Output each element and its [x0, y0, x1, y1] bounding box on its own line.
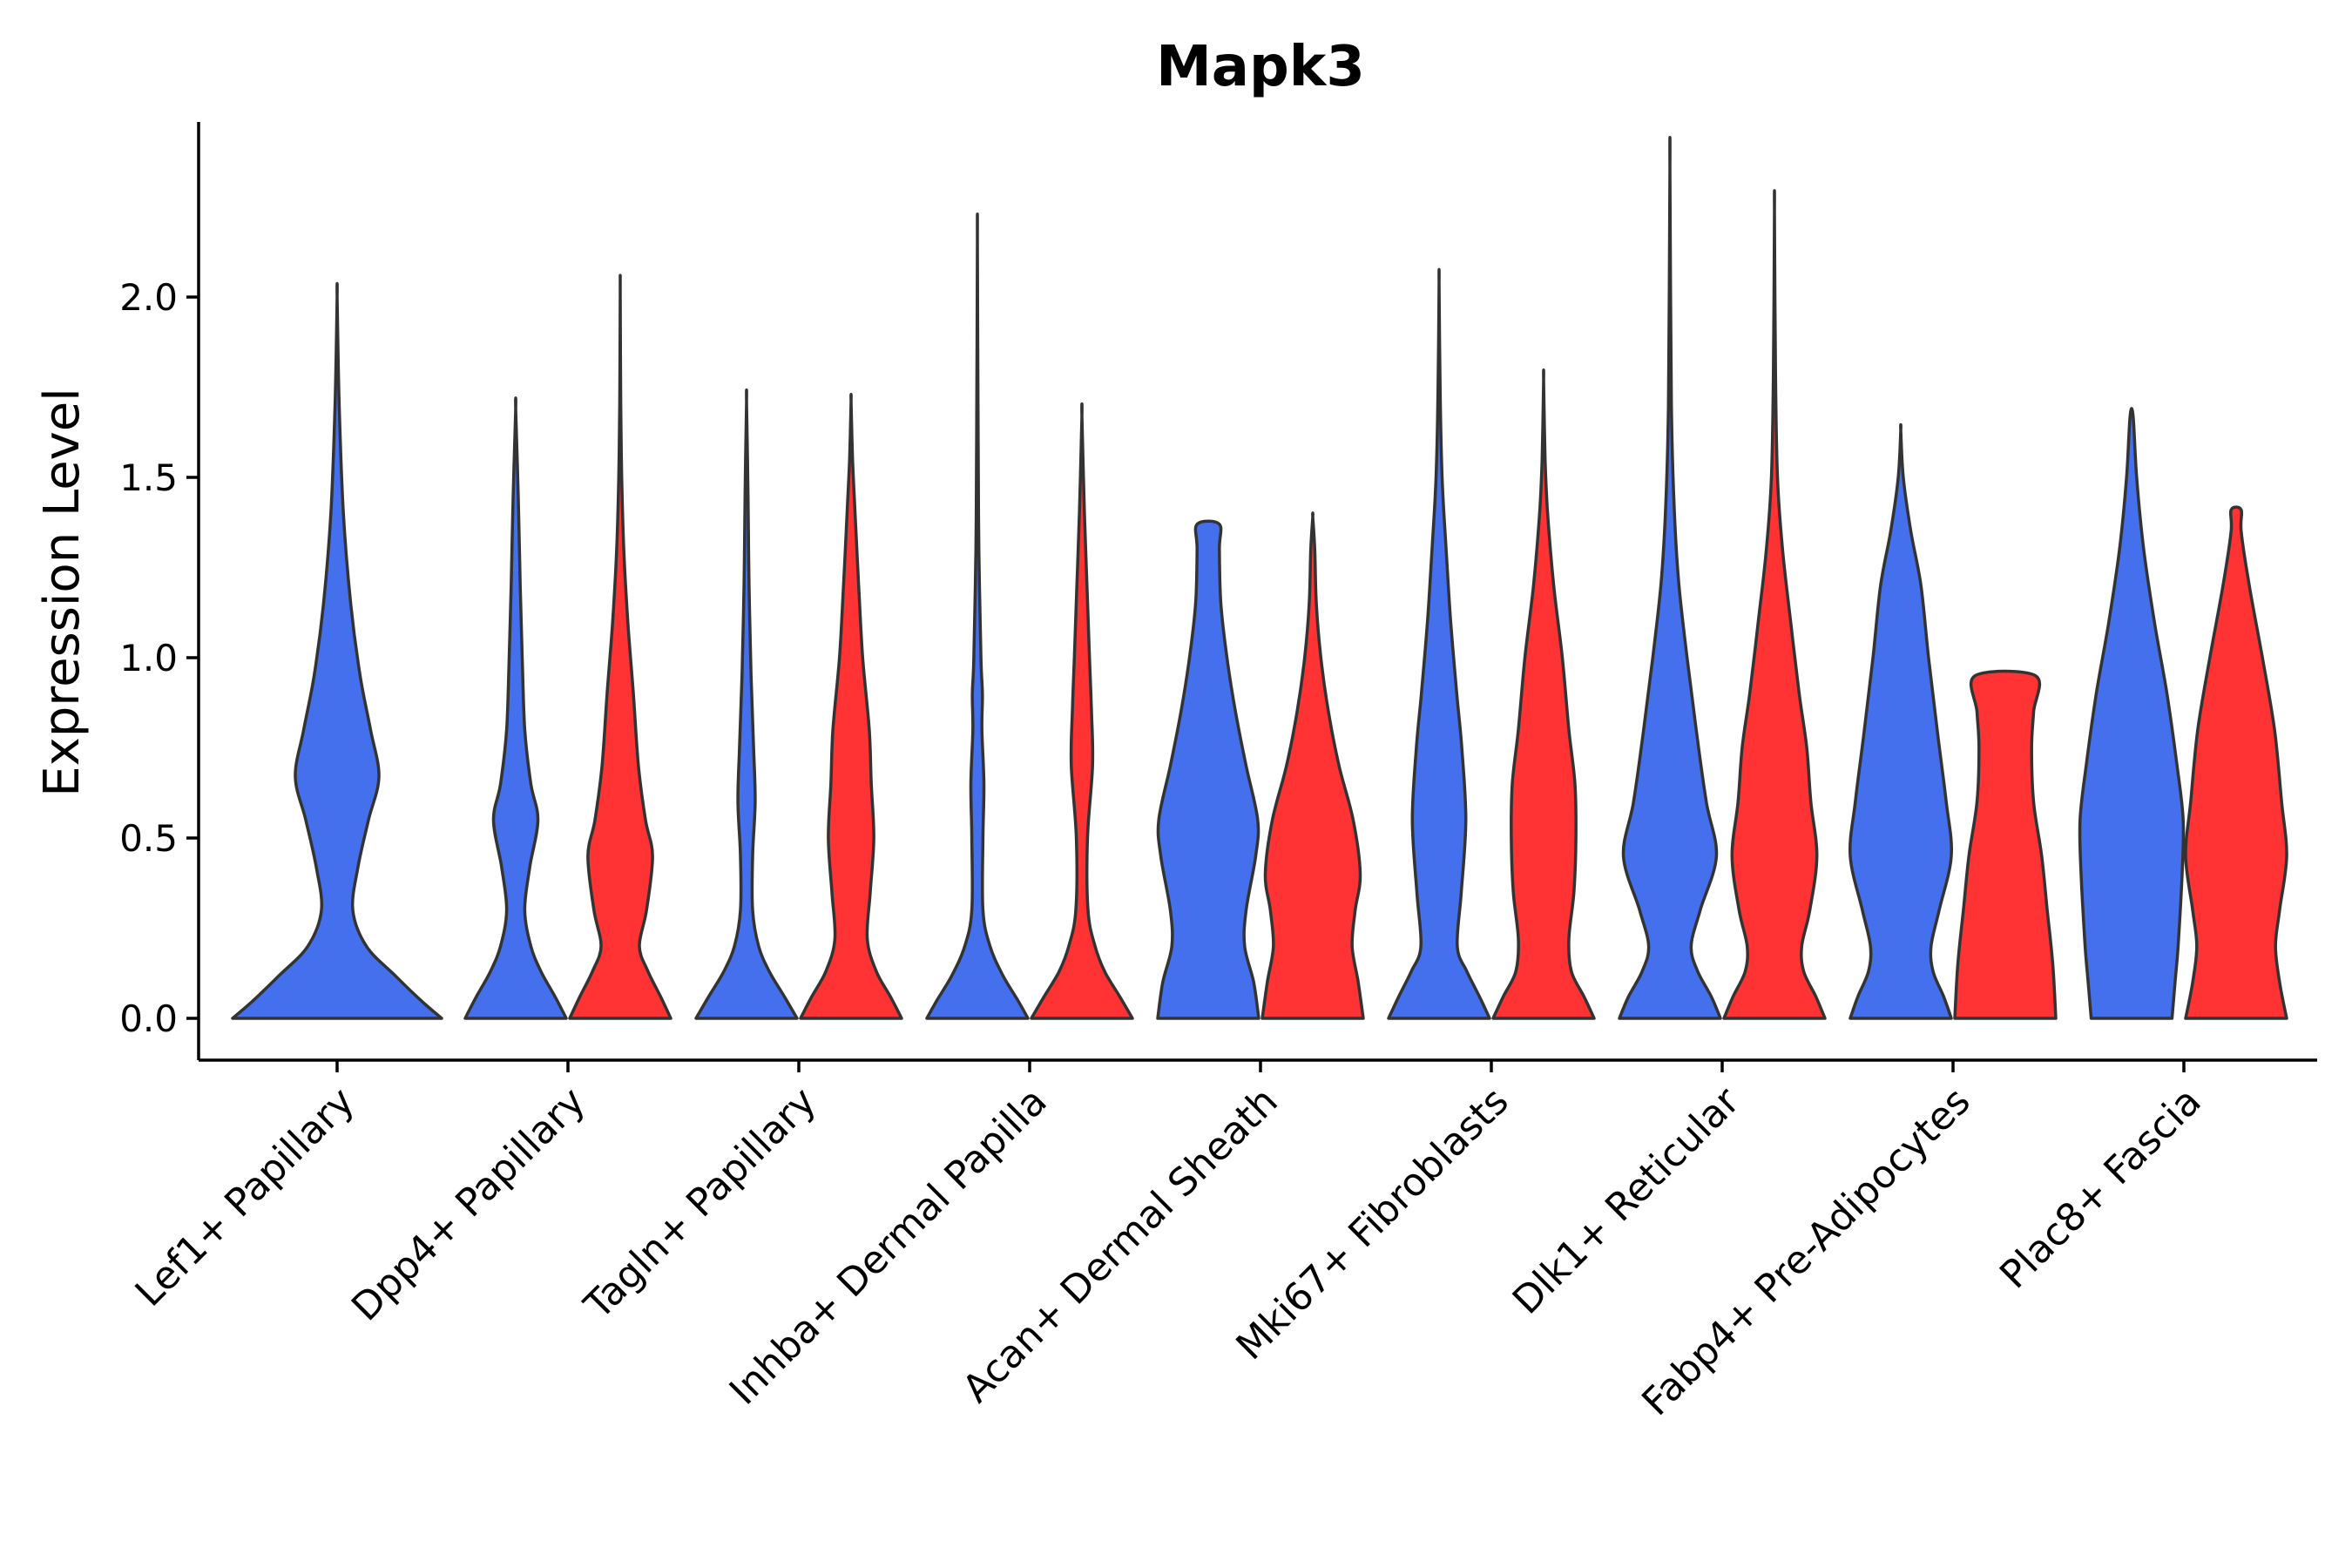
- x-tick-label: Lef1+ Papillary: [127, 1079, 363, 1315]
- violin-inhba-dermal-papilla-group-1: [1030, 402, 1134, 1020]
- violins-layer: [231, 136, 2288, 1020]
- y-tick-label: 0.5: [119, 817, 178, 860]
- violin-fabp4-pre-adipocytes-group-0: [1848, 422, 1954, 1020]
- x-tick-label: Tagln+ Papillary: [576, 1079, 825, 1328]
- violin-acan-dermal-sheath-group-0: [1156, 519, 1260, 1020]
- x-tick-label: Dlk1+ Reticular: [1504, 1078, 1749, 1323]
- y-tick-label: 2.0: [119, 276, 178, 319]
- y-tick-label: 0.0: [119, 997, 178, 1040]
- x-tick-label: Plac8+ Fascia: [1991, 1079, 2210, 1298]
- x-tick-label: Dpp4+ Papillary: [343, 1079, 594, 1330]
- violin-dpp4-papillary-group-1: [568, 274, 672, 1020]
- chart-title: Mapk3: [1156, 35, 1365, 99]
- violin-dpp4-papillary-group-0: [463, 396, 568, 1020]
- violin-acan-dermal-sheath-group-1: [1260, 511, 1365, 1020]
- y-axis-label: Expression Level: [34, 388, 91, 797]
- violin-lef1-papillary-group-0: [231, 281, 443, 1020]
- violin-plac8-fascia-group-0: [2078, 407, 2186, 1020]
- violin-tagln-papillary-group-1: [799, 393, 903, 1020]
- y-tick-label: 1.5: [119, 456, 178, 499]
- violin-plac8-fascia-group-1: [2184, 505, 2288, 1020]
- violin-dlk1-reticular-group-0: [1618, 136, 1722, 1020]
- axes-layer: [197, 122, 2317, 1062]
- violin-inhba-dermal-papilla-group-0: [925, 213, 1030, 1020]
- violin-mki67-fibroblasts-group-0: [1387, 267, 1491, 1020]
- violin-tagln-papillary-group-0: [694, 388, 799, 1020]
- violin-mki67-fibroblasts-group-1: [1491, 368, 1596, 1020]
- y-tick-label: 1.0: [119, 637, 178, 679]
- violin-dlk1-reticular-group-1: [1722, 189, 1827, 1020]
- y-ticks: 0.0 0.5 1.0 1.5 2.0: [119, 276, 199, 1040]
- violin-fabp4-pre-adipocytes-group-1: [1953, 669, 2058, 1020]
